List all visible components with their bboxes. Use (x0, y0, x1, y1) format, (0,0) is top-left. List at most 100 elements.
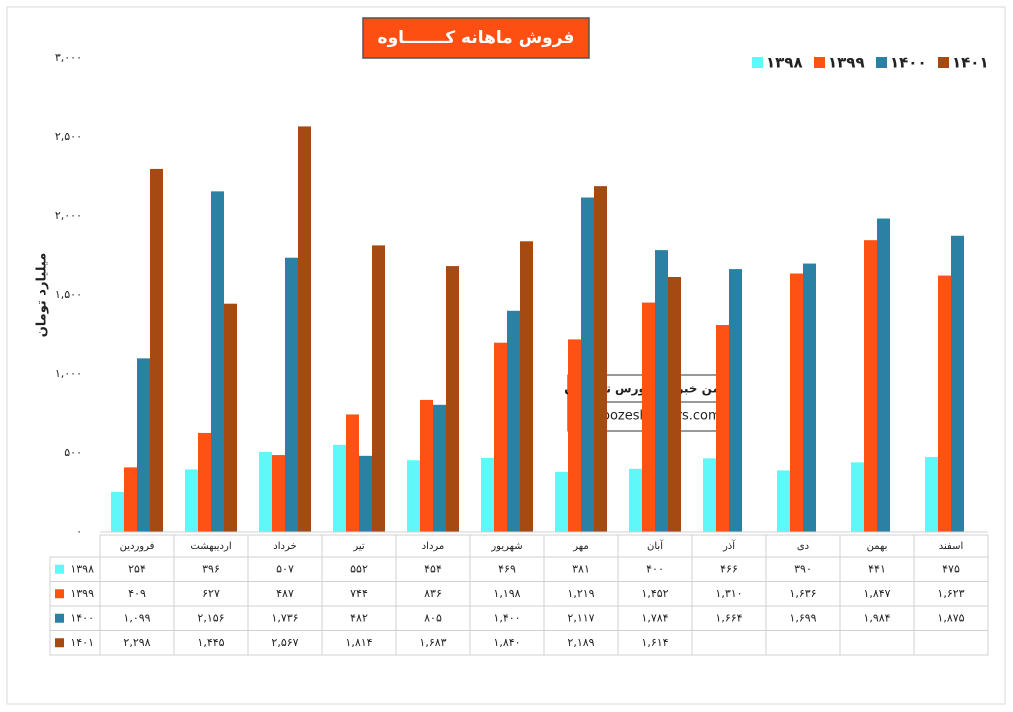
legend-key (55, 613, 64, 623)
bar (211, 191, 224, 533)
bar (851, 462, 864, 532)
bar (642, 302, 655, 532)
bar (285, 257, 298, 532)
bar (407, 460, 420, 532)
x-tick-label: شهریور (490, 541, 522, 552)
x-tick-label: تیر (352, 541, 365, 552)
bar (494, 342, 507, 532)
table-value: ۴۶۶ (720, 562, 738, 575)
table-value: ۳۹۶ (202, 562, 220, 575)
table-value: ۵۵۲ (350, 562, 368, 575)
bar (198, 432, 211, 532)
y-tick-label: ۲,۵۰۰ (55, 130, 82, 143)
table-value: ۱,۸۴۰ (493, 636, 520, 649)
table-value: ۲,۱۸۹ (567, 636, 594, 649)
table-value: ۱,۸۱۴ (345, 636, 372, 649)
bar (481, 457, 494, 532)
x-tick-label: مهر (572, 541, 588, 552)
table-value: ۲,۱۵۶ (197, 611, 224, 624)
bar (729, 269, 742, 532)
y-tick-label: ۱,۵۰۰ (55, 288, 82, 301)
bar (150, 168, 163, 532)
legend-key (814, 57, 825, 68)
table-value: ۴۷۵ (942, 562, 960, 575)
table-value: ۱,۲۱۹ (567, 587, 594, 600)
title-box (362, 17, 590, 59)
table-value: ۲۵۴ (128, 562, 146, 575)
bar (137, 358, 150, 532)
table-row-label: ۱۴۰۰ (70, 611, 94, 624)
x-tick-label: آبان (647, 539, 664, 552)
table-value: ۱,۳۱۰ (715, 587, 742, 600)
x-tick-label: بهمن (867, 541, 888, 552)
legend-label: ۱۴۰۱ (952, 54, 989, 72)
bar (925, 456, 938, 532)
table-value: ۱,۴۵۲ (641, 587, 668, 600)
table-value: ۱,۸۴۷ (863, 587, 890, 600)
y-tick-label: ۵۰۰ (64, 446, 82, 459)
legend-key (876, 57, 887, 68)
table-value: ۱,۴۴۵ (197, 636, 224, 649)
table-value: ۳۹۰ (794, 562, 812, 575)
bar (359, 455, 372, 532)
table-value: ۲,۱۱۷ (567, 611, 594, 624)
bar (259, 451, 272, 532)
table-value: ۱,۶۱۴ (641, 636, 668, 649)
bar (803, 263, 816, 532)
legend-label: ۱۴۰۰ (890, 54, 927, 72)
y-tick-label: ۰ (76, 525, 82, 538)
table-value: ۴۴۱ (868, 562, 886, 575)
x-tick-label: اردیبهشت (190, 541, 231, 552)
table-value: ۴۶۹ (498, 562, 516, 575)
table-value: ۱,۴۰۰ (493, 611, 520, 624)
table-value: ۴۸۲ (350, 611, 368, 624)
table-value: ۴۵۴ (424, 562, 442, 575)
bar (555, 471, 568, 532)
table-value: ۱,۹۸۴ (863, 611, 890, 624)
table-value: ۴۰۰ (646, 562, 664, 575)
bar (951, 235, 964, 532)
bar (433, 404, 446, 532)
bar (877, 218, 890, 532)
x-tick-label: فروردین (120, 541, 155, 552)
table-value: ۲,۲۹۸ (123, 636, 150, 649)
table-value: ۱,۸۷۵ (937, 611, 964, 624)
y-tick-label: ۲,۰۰۰ (55, 209, 82, 222)
table-value: ۲,۵۶۷ (271, 636, 298, 649)
bar (372, 245, 385, 532)
bar (864, 240, 877, 532)
bar (446, 266, 459, 532)
table-value: ۱,۶۲۳ (937, 587, 964, 600)
bar (420, 399, 433, 532)
x-tick-label: خرداد (273, 541, 296, 552)
x-tick-label: دی (797, 541, 809, 552)
bar (124, 467, 137, 532)
table-value: ۶۲۷ (202, 587, 220, 600)
legend-key (55, 589, 64, 599)
bar (703, 458, 716, 532)
y-tick-label: ۱,۰۰۰ (55, 367, 82, 380)
legend-key (55, 564, 64, 574)
x-tick-label: اسفند (939, 541, 963, 552)
table-value: ۳۸۱ (572, 562, 590, 575)
legend-label: ۱۳۹۹ (828, 54, 865, 72)
table-row-label: ۱۳۹۸ (70, 562, 94, 575)
table-cell (913, 630, 989, 656)
y-axis-label: میلیارد تومان (35, 253, 50, 338)
bar (581, 197, 594, 532)
legend-key (55, 638, 64, 648)
bar (668, 276, 681, 532)
table-value: ۱,۶۸۳ (419, 636, 446, 649)
table-value: ۴۸۷ (276, 587, 294, 600)
table-value: ۱,۶۹۹ (789, 611, 816, 624)
table-value: ۱,۶۶۴ (715, 611, 742, 624)
legend-key (752, 57, 763, 68)
x-tick-label: آذر (722, 539, 736, 552)
table-value: ۱,۷۸۴ (641, 611, 668, 624)
x-tick-label: مرداد (422, 541, 445, 552)
table-value: ۱,۰۹۹ (123, 611, 150, 624)
bar (629, 468, 642, 532)
y-tick-label: ۳,۰۰۰ (55, 51, 82, 64)
